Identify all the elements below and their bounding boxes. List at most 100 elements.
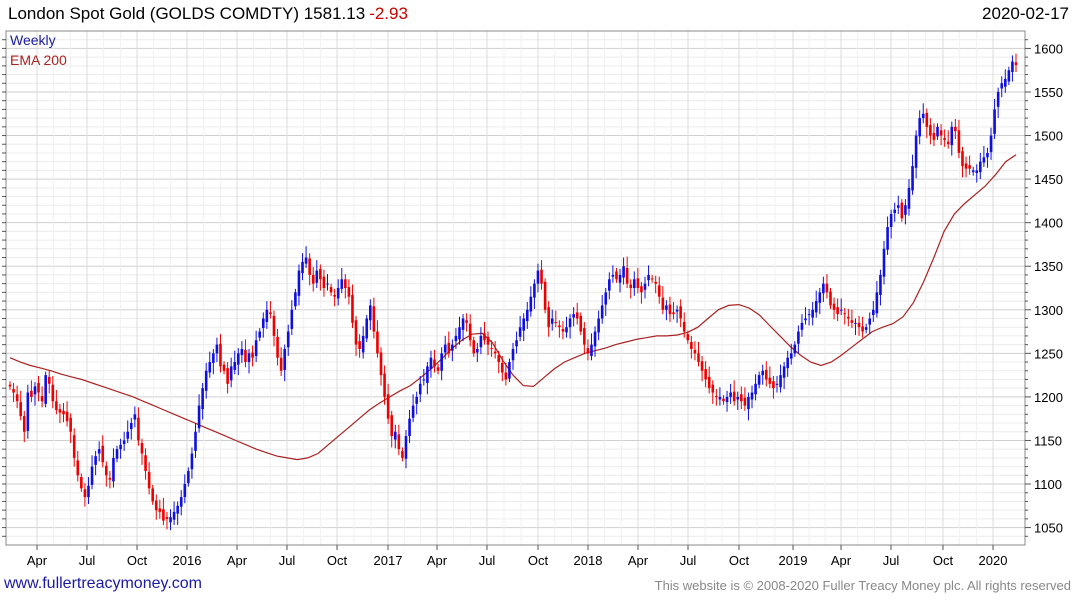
- candle-body: [789, 353, 793, 359]
- candle-body: [697, 353, 700, 363]
- candle-body: [97, 449, 101, 454]
- candle-body: [975, 170, 979, 174]
- candle-body: [814, 301, 818, 313]
- candle-body: [715, 396, 718, 398]
- x-tick-label: Oct: [528, 553, 549, 568]
- x-tick-label: 2019: [779, 553, 808, 568]
- candle-body: [201, 388, 204, 410]
- candle-body: [565, 327, 568, 333]
- candle-body: [761, 370, 765, 376]
- candle-body: [586, 348, 590, 354]
- candle-body: [550, 318, 554, 324]
- candle-body: [129, 423, 133, 430]
- x-tick-label: Apr: [427, 553, 448, 568]
- candle-body: [757, 375, 761, 385]
- candle-body: [179, 497, 183, 507]
- candle-body: [426, 366, 429, 383]
- y-tick-label: 1250: [1034, 346, 1063, 361]
- candle-body: [547, 307, 550, 328]
- y-tick-label: 1100: [1034, 477, 1062, 492]
- candle-body: [65, 411, 69, 422]
- candle-body: [147, 471, 151, 489]
- candle-body: [904, 205, 907, 215]
- candle-body: [782, 366, 786, 378]
- candle-body: [47, 376, 51, 384]
- candle-body: [540, 269, 543, 284]
- candle-body: [436, 367, 440, 371]
- candle-body: [483, 333, 486, 341]
- candle-body: [647, 274, 650, 281]
- candle-body: [8, 384, 12, 387]
- candle-body: [925, 112, 929, 127]
- x-tick-label: Apr: [831, 553, 852, 568]
- candle-body: [119, 444, 122, 450]
- candle-body: [144, 455, 147, 471]
- candle-body: [458, 327, 461, 340]
- candle-body: [615, 271, 618, 280]
- candle-body: [105, 465, 108, 476]
- candle-body: [208, 362, 212, 373]
- chart-date: 2020-02-17: [982, 4, 1069, 23]
- candle-body: [1007, 70, 1011, 82]
- candle-body: [793, 344, 797, 354]
- candle-body: [654, 281, 657, 284]
- candle-body: [907, 187, 911, 209]
- candle-body: [936, 126, 939, 137]
- candle-body: [486, 336, 490, 345]
- candle-body: [982, 157, 986, 163]
- candle-body: [618, 274, 622, 283]
- x-tick-label: Oct: [933, 553, 954, 568]
- candle-body: [261, 318, 265, 329]
- candle-body: [921, 113, 925, 119]
- candle-body: [533, 283, 536, 298]
- candle-body: [340, 279, 344, 289]
- plot-frame: [5, 30, 1026, 546]
- candle-body: [583, 328, 586, 345]
- candle-body: [786, 357, 789, 369]
- y-tick-label: 1400: [1034, 216, 1063, 231]
- candle-body: [729, 392, 732, 397]
- candle-body: [19, 402, 23, 417]
- candle-body: [244, 349, 247, 363]
- candle-body: [440, 353, 443, 371]
- candle-body: [415, 396, 418, 404]
- candle-body: [26, 392, 30, 431]
- candle-body: [572, 314, 575, 318]
- candle-body: [608, 279, 611, 291]
- candle-body: [497, 355, 501, 363]
- candle-body: [632, 279, 636, 288]
- copyright-text: This website is © 2008-2020 Fuller Treac…: [654, 578, 1071, 593]
- candle-body: [301, 261, 304, 274]
- candle-body: [579, 315, 583, 332]
- candle-body: [989, 135, 993, 153]
- candle-body: [183, 484, 187, 498]
- candle-body: [850, 320, 854, 323]
- candle-body: [900, 202, 904, 219]
- x-tick-label: 2018: [574, 553, 603, 568]
- candle-body: [946, 141, 950, 145]
- y-tick-label: 1200: [1034, 390, 1063, 405]
- candle-body: [522, 318, 526, 331]
- candle-body: [1014, 62, 1018, 65]
- candle-body: [690, 342, 693, 349]
- candle-body: [418, 383, 422, 395]
- candle-body: [1011, 61, 1014, 72]
- candle-body: [94, 456, 97, 465]
- x-tick-label: Oct: [327, 553, 348, 568]
- candle-body: [408, 418, 411, 437]
- candle-body: [447, 342, 451, 354]
- candle-body: [718, 396, 722, 400]
- candle-body: [204, 370, 208, 391]
- candle-body: [479, 335, 483, 348]
- candle-body: [115, 449, 119, 459]
- candle-body: [668, 304, 672, 315]
- y-tick-label: 1300: [1034, 303, 1063, 318]
- x-axis: Apr Jul Oct 2016 Apr Jul Oct 2017 Apr Jul Oct 2018 A…: [27, 545, 1007, 568]
- candle-body: [254, 340, 258, 356]
- candle-body: [722, 398, 725, 402]
- candle-body: [886, 227, 889, 250]
- candle-body: [319, 268, 322, 280]
- site-link[interactable]: www.fullertreacymoney.com: [4, 575, 202, 592]
- candle-body: [90, 466, 94, 485]
- candle-body: [308, 258, 311, 275]
